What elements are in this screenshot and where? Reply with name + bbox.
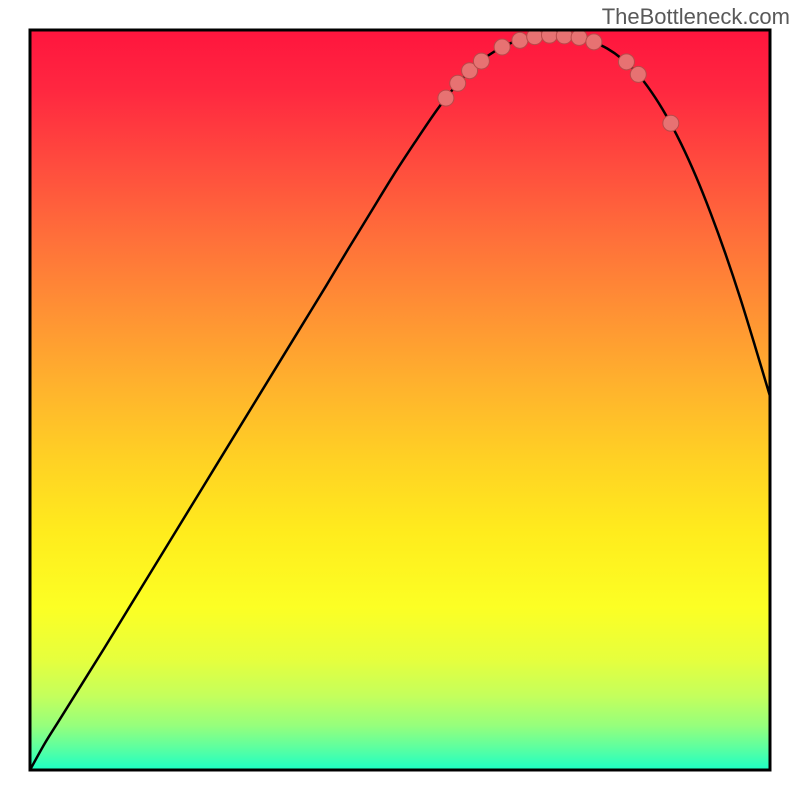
data-marker [630, 66, 646, 82]
data-marker [618, 54, 634, 70]
data-marker [450, 75, 466, 91]
chart-svg [0, 0, 800, 800]
data-marker [663, 115, 679, 131]
data-marker [473, 53, 489, 69]
chart-container: TheBottleneck.com [0, 0, 800, 800]
data-marker [586, 34, 602, 50]
data-marker [571, 29, 587, 45]
plot-background [30, 30, 770, 770]
data-marker [512, 32, 528, 48]
data-marker [494, 39, 510, 55]
data-marker [438, 90, 454, 106]
